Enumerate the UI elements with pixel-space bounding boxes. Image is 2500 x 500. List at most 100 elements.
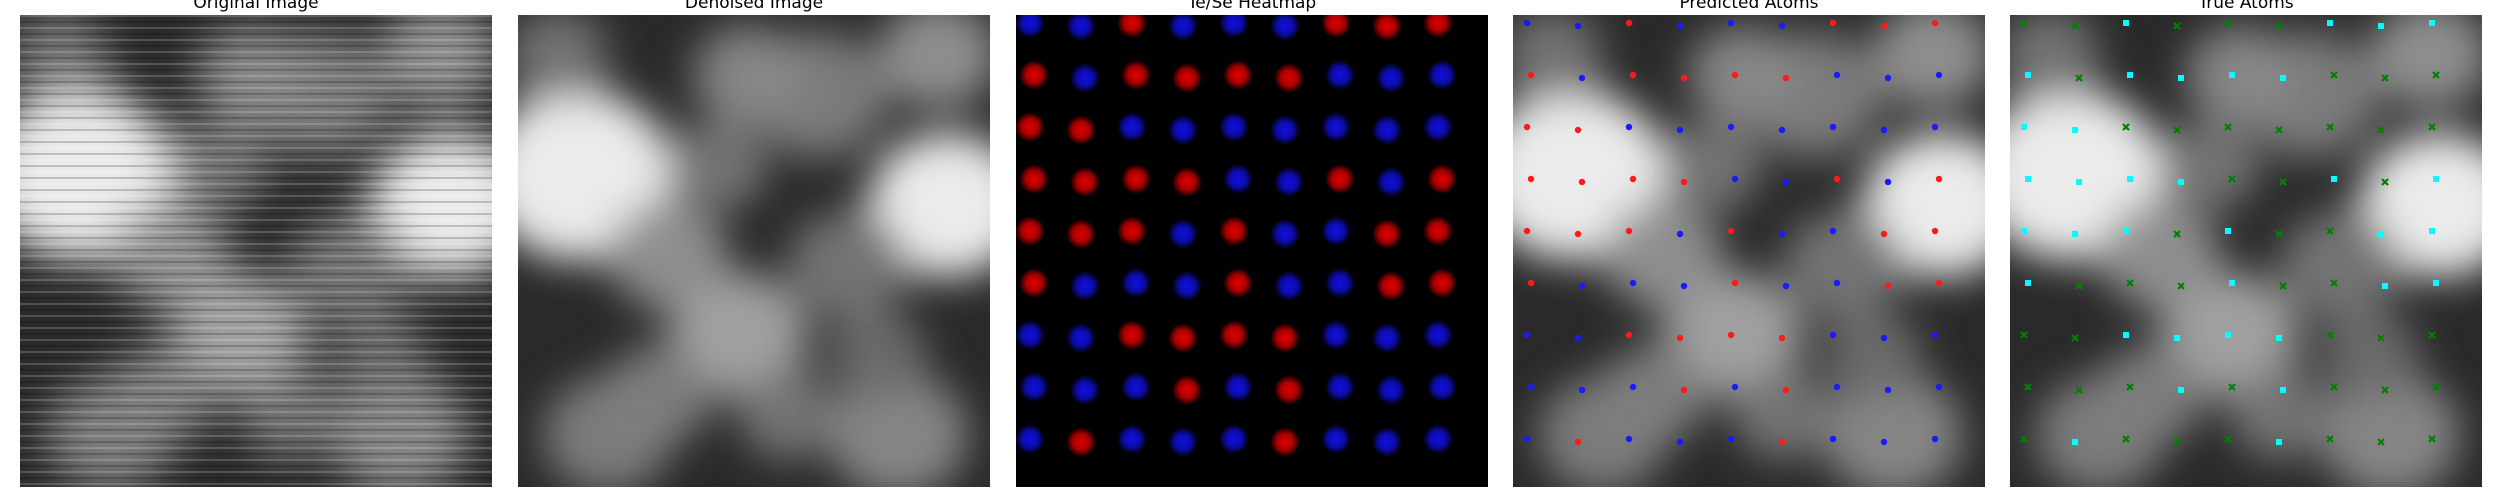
panel-title: True Atoms [2198, 0, 2294, 13]
predicted-se-atom [1578, 74, 1586, 82]
te-peak [1274, 375, 1304, 405]
se-peak [1117, 112, 1147, 142]
predicted-te-atom [1884, 282, 1892, 290]
predicted-se-atom [1782, 282, 1790, 290]
scan-line [20, 189, 492, 191]
scan-line [20, 303, 492, 305]
predicted-se-atom [1931, 123, 1939, 131]
scan-line [20, 315, 492, 317]
scan-line [20, 63, 492, 65]
scan-line [20, 135, 492, 137]
heatmap-background [1016, 15, 1488, 487]
predicted-se-atom [1527, 383, 1535, 391]
scan-line [20, 141, 492, 143]
se-peak [1274, 271, 1304, 301]
scan-line [20, 159, 492, 161]
se-peak [1016, 424, 1045, 454]
true-te-atom [2178, 387, 2184, 393]
te-peak [1427, 268, 1457, 298]
true-te-atom [2025, 72, 2031, 78]
scan-line [20, 399, 492, 401]
true-se-atom [2326, 123, 2334, 131]
se-peak [1376, 167, 1406, 197]
scan-line [20, 345, 492, 347]
predicted-te-atom [1931, 227, 1939, 235]
scan-line [20, 21, 492, 23]
intensity-blob [2100, 201, 2220, 309]
true-te-atom [2025, 280, 2031, 286]
scan-line [20, 153, 492, 155]
panel-title: Original Image [193, 0, 319, 13]
predicted-te-atom [1731, 71, 1739, 79]
intensity-blob [668, 120, 768, 210]
se-peak [1066, 323, 1096, 353]
intensity-blob [788, 211, 908, 319]
scan-line [20, 213, 492, 215]
intensity-blob [195, 25, 305, 125]
scan-line [20, 297, 492, 299]
scan-line [20, 105, 492, 107]
te-peak [1172, 167, 1202, 197]
intensity-blob [738, 370, 838, 460]
predicted-se-atom [1731, 175, 1739, 183]
true-se-atom [2428, 331, 2436, 339]
predicted-se-atom [1731, 383, 1739, 391]
te-peak [1066, 219, 1096, 249]
true-se-atom [2275, 22, 2283, 30]
scan-line [20, 291, 492, 293]
intensity-blobs [20, 15, 492, 487]
se-peak [1270, 115, 1300, 145]
true-se-atom [2173, 126, 2181, 134]
true-te-atom [2025, 176, 2031, 182]
scan-line [20, 309, 492, 311]
predicted-se-atom [1829, 123, 1837, 131]
se-peak [1172, 271, 1202, 301]
true-te-atom [2123, 228, 2129, 234]
te-peak [1423, 216, 1453, 246]
te-peak [1016, 112, 1045, 142]
scan-noise [20, 15, 492, 485]
true-se-atom [2024, 383, 2032, 391]
predicted-se-atom [1629, 279, 1637, 287]
intensity-blob [1823, 310, 1923, 400]
se-peak [1321, 424, 1351, 454]
true-te-atom [2178, 179, 2184, 185]
predicted-atoms-image [1513, 15, 1985, 487]
te-peak [1172, 375, 1202, 405]
true-te-atom [2178, 75, 2184, 81]
se-peak [1270, 219, 1300, 249]
intensity-blob [170, 272, 310, 398]
scan-line [20, 441, 492, 443]
predicted-te-atom [1778, 438, 1786, 446]
predicted-se-atom [1574, 334, 1582, 342]
se-peak [1223, 164, 1253, 194]
te-peak [1274, 63, 1304, 93]
predicted-se-atom [1884, 386, 1892, 394]
scan-line [20, 177, 492, 179]
se-peak [1121, 372, 1151, 402]
scan-line [20, 393, 492, 395]
true-te-atom [2127, 176, 2133, 182]
se-peak [1070, 271, 1100, 301]
te-peak [1066, 115, 1096, 145]
se-peak [1168, 15, 1198, 41]
intensity-blob [290, 211, 410, 319]
predicted-se-atom [1880, 438, 1888, 446]
true-te-atom [2123, 20, 2129, 26]
true-te-atom [2276, 335, 2282, 341]
te-peak [1172, 63, 1202, 93]
panel-title: Predicted Atoms [1679, 0, 1819, 13]
te-peak [1121, 164, 1151, 194]
true-se-atom [2177, 282, 2185, 290]
se-peak [1070, 63, 1100, 93]
intensity-blob [20, 15, 110, 100]
scan-line [20, 99, 492, 101]
true-se-atom [2224, 435, 2232, 443]
intensity-blob [2185, 25, 2295, 125]
intensity-blob [1823, 372, 1963, 487]
predicted-se-atom [1574, 22, 1582, 30]
predicted-se-atom [1880, 334, 1888, 342]
intensity-blob [1688, 25, 1798, 125]
scan-line [20, 387, 492, 389]
scan-line [20, 477, 492, 479]
